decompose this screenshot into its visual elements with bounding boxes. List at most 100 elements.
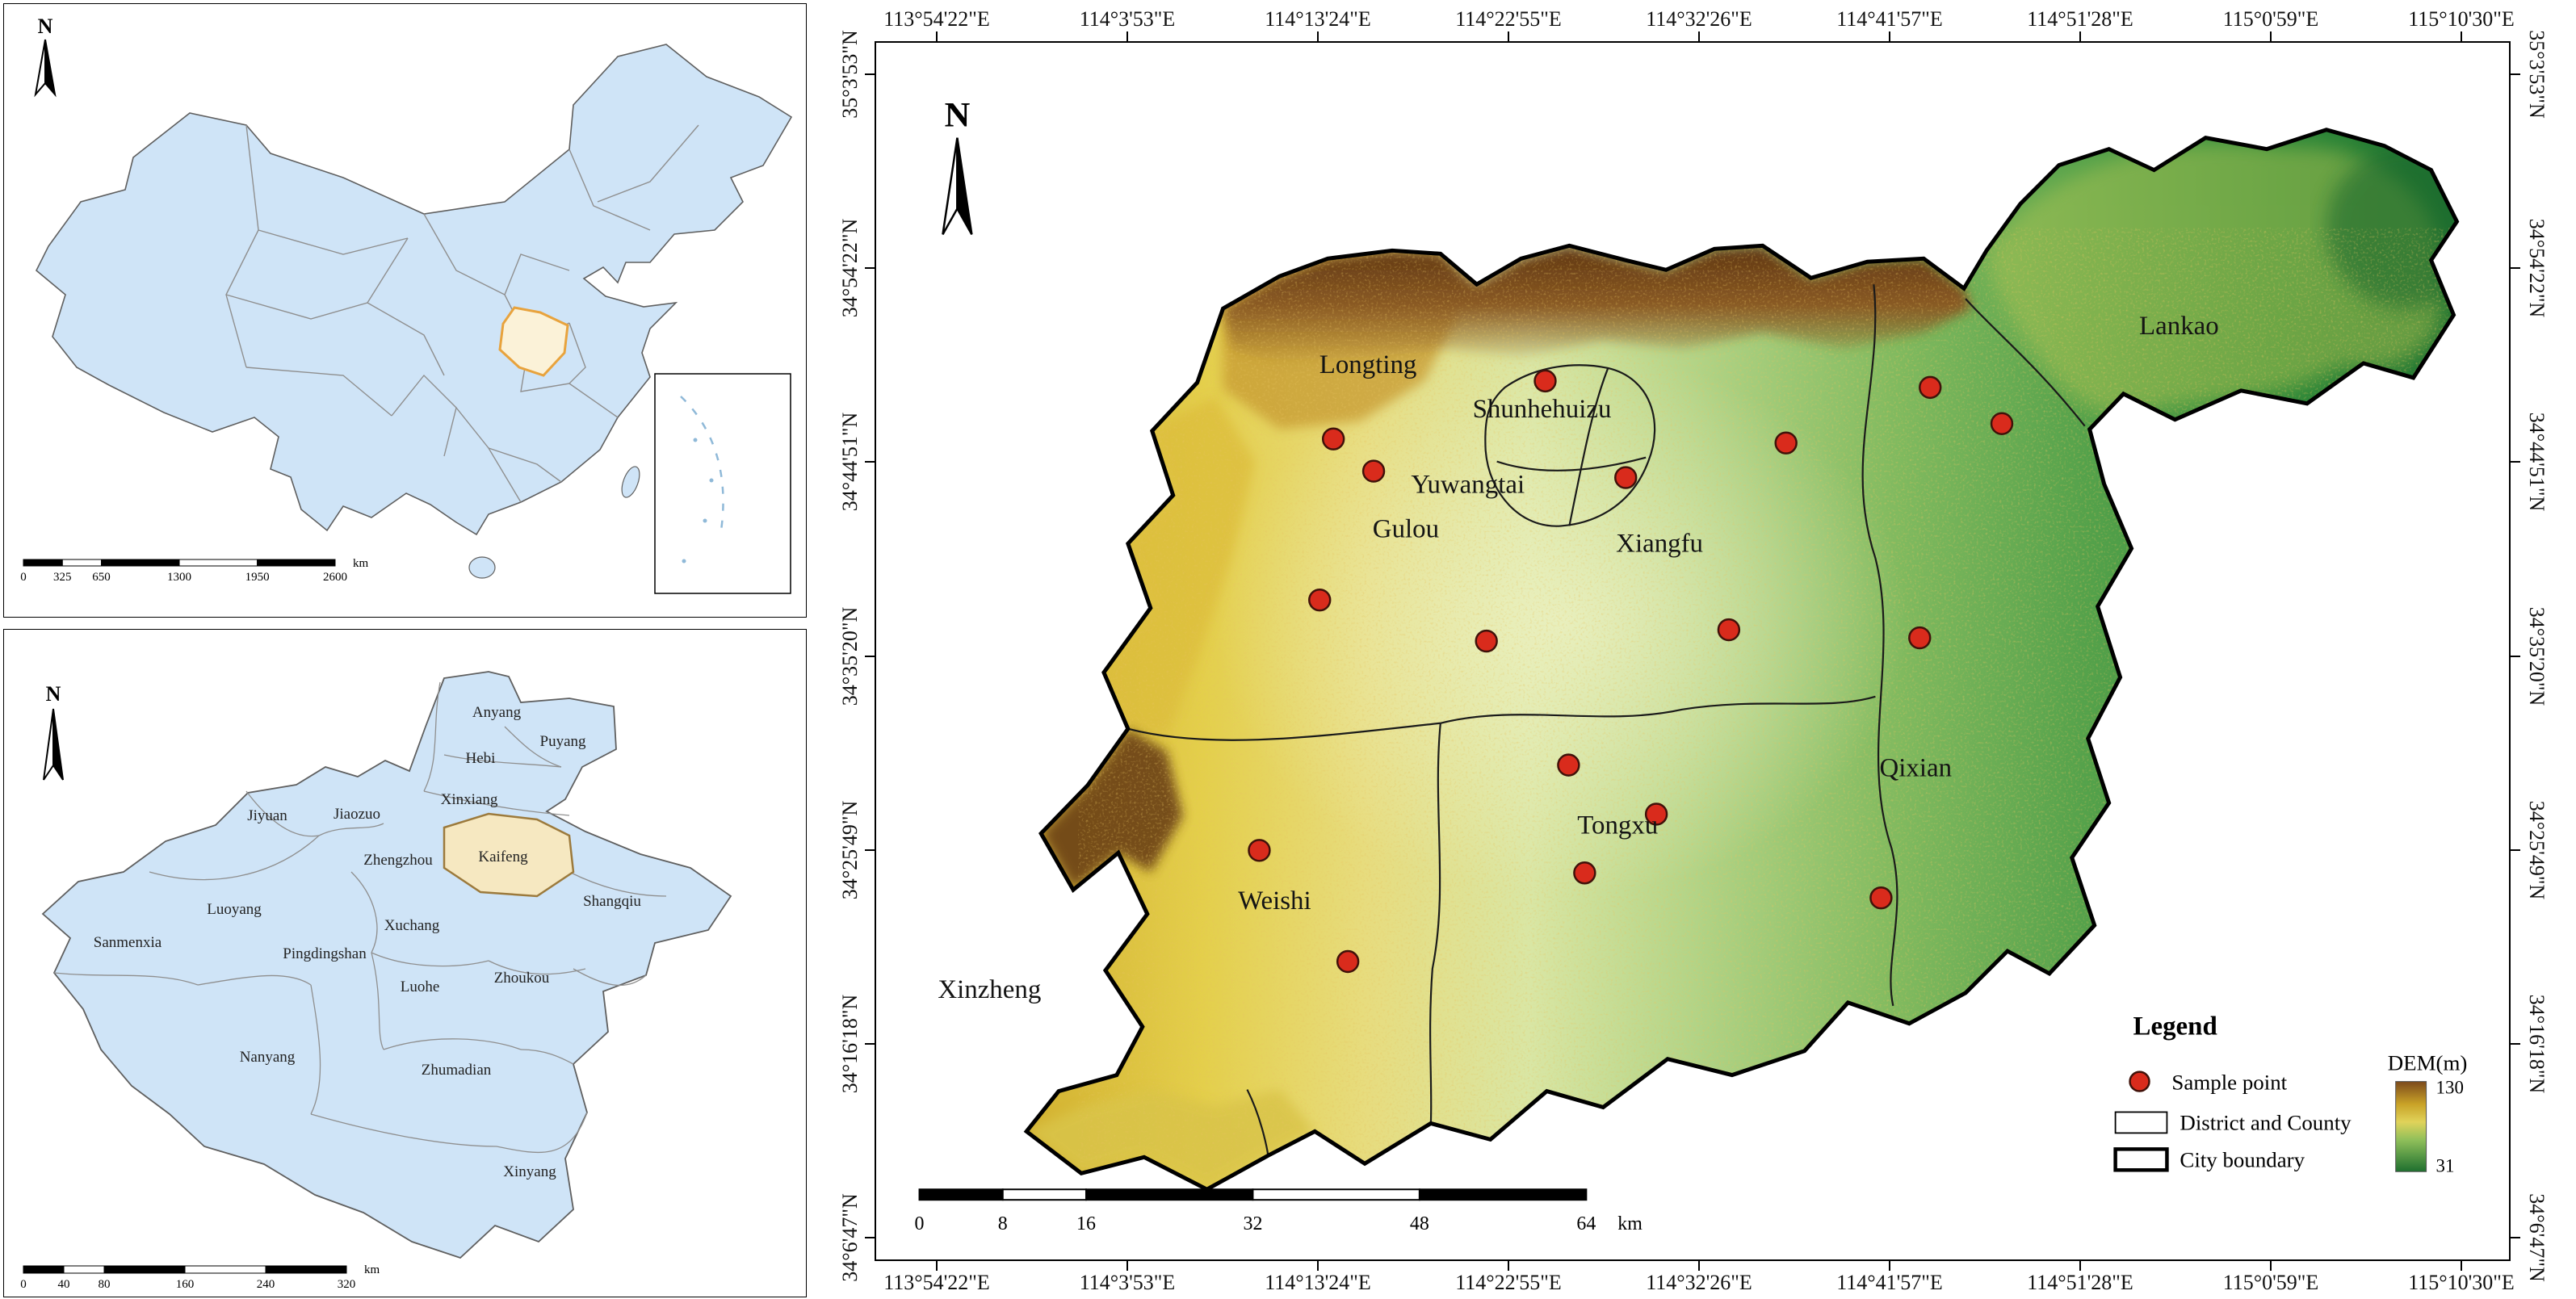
lon-label-top: 114°13'24"E [1265, 7, 1371, 31]
lat-label-right: 34°25'49"N [2525, 800, 2549, 899]
sample-points-layer [1248, 369, 2014, 974]
scalebar-label: 160 [176, 1278, 195, 1291]
main-map-svg: Longting Shunhehuizu Yuwangtai Gulou Xia… [915, 96, 2468, 1234]
scalebar-label: 40 [58, 1278, 70, 1291]
lon-tick-top [2461, 31, 2462, 41]
henan-inset-map: Anyang Puyang Hebi Xinxiang Jiyuan Jiaoz… [3, 629, 807, 1297]
sample-point [1614, 466, 1638, 489]
lon-tick-bottom [1698, 1261, 1700, 1271]
city-label-sanmenxia: Sanmenxia [94, 934, 162, 951]
city-label-nanyang: Nanyang [240, 1049, 296, 1066]
henan-north-label: N [46, 682, 61, 706]
lon-tick-top [1698, 31, 1700, 41]
city-label-luohe: Luohe [401, 978, 440, 995]
lon-label-bottom: 114°32'26"E [1646, 1271, 1752, 1294]
lon-tick-top [936, 31, 938, 41]
scalebar-label: 0 [20, 571, 27, 584]
sample-point [1644, 802, 1668, 826]
lon-tick-top [1508, 31, 1509, 41]
district-boundaries [1127, 284, 2086, 1156]
lon-tick-top [2079, 31, 2081, 41]
henan-inset-svg: Anyang Puyang Hebi Xinxiang Jiyuan Jiaoz… [20, 671, 732, 1291]
city-label-xinyang: Xinyang [503, 1163, 556, 1180]
china-north-arrow: N [34, 15, 57, 98]
lon-label-bottom: 114°41'57"E [1836, 1271, 1943, 1294]
scalebar-unit: km [1617, 1213, 1643, 1234]
lon-tick-top [1317, 31, 1319, 41]
henan-city-labels: Anyang Puyang Hebi Xinxiang Jiyuan Jiaoz… [94, 704, 642, 1180]
lat-label-right: 34°54'22"N [2525, 218, 2549, 318]
lon-tick-top [1126, 31, 1128, 41]
legend-title: Legend [2133, 1012, 2217, 1041]
lon-label-bottom: 115°10'30"E [2408, 1271, 2515, 1294]
lon-tick-bottom [1317, 1261, 1319, 1271]
district-label-weishi: Weishi [1238, 886, 1311, 916]
lat-label-right: 34°16'18"N [2525, 994, 2549, 1094]
henan-scale-bar: 0 40 80 160 240 320 km [20, 1263, 380, 1291]
district-label-lankao: Lankao [2139, 312, 2219, 341]
lon-tick-bottom [1508, 1261, 1509, 1271]
lon-label-top: 115°0'59"E [2222, 7, 2319, 31]
legend-item-district: District and County [2180, 1110, 2352, 1134]
china-map-group [36, 44, 793, 579]
china-province-lines [225, 124, 699, 503]
sample-point [1557, 753, 1580, 777]
lon-tick-bottom [2079, 1261, 2081, 1271]
scalebar-label: 240 [257, 1278, 275, 1291]
china-inset-svg: N 0 325 650 1300 1950 2600 km [20, 15, 793, 594]
scalebar-unit: km [353, 557, 369, 570]
lon-label-bottom: 114°51'28"E [2027, 1271, 2133, 1294]
sample-point [1908, 626, 1932, 650]
sample-point [1248, 839, 1271, 862]
scalebar-label: 2600 [323, 571, 347, 584]
scalebar-label: 0 [915, 1213, 925, 1234]
lon-label-top: 113°54'22"E [883, 7, 990, 31]
henan-north-arrow: N [43, 682, 64, 781]
scalebar-label: 1300 [167, 571, 191, 584]
scalebar-label: 0 [20, 1278, 27, 1291]
lat-label-right: 34°6'47"N [2525, 1193, 2549, 1282]
lon-label-top: 115°10'30"E [2408, 7, 2515, 31]
scalebar-label: 320 [338, 1278, 356, 1291]
scalebar-label: 16 [1076, 1213, 1096, 1234]
lat-label-left: 34°16'18"N [838, 994, 862, 1094]
china-north-label: N [38, 15, 53, 38]
lat-tick-left [865, 461, 875, 463]
sample-point [1308, 588, 1332, 612]
lat-tick-left [865, 1042, 875, 1045]
district-label-xiangfu: Xiangfu [1616, 529, 1703, 558]
lon-label-bottom: 115°0'59"E [2222, 1271, 2319, 1294]
city-label-zhoukou: Zhoukou [494, 970, 550, 987]
scalebar-unit: km [364, 1263, 380, 1276]
city-label-puyang: Puyang [540, 733, 587, 750]
city-label-jiyuan: Jiyuan [247, 807, 287, 824]
main-scale-bar: 0 8 16 32 48 64 km [915, 1188, 1643, 1234]
scalebar-label: 32 [1243, 1213, 1262, 1234]
lat-tick-right [2511, 461, 2520, 463]
lon-tick-top [1889, 31, 1890, 41]
city-label-jiaozuo: Jiaozuo [334, 806, 380, 823]
city-label-luoyang: Luoyang [207, 901, 262, 918]
lon-label-bottom: 114°3'53"E [1079, 1271, 1176, 1294]
main-north-arrow: N [942, 96, 973, 235]
district-label-xinzheng: Xinzheng [938, 975, 1041, 1004]
henan-city-lines [53, 681, 667, 1154]
lon-label-bottom: 114°22'55"E [1455, 1271, 1562, 1294]
city-label-shangqiu: Shangqiu [583, 893, 641, 910]
lat-tick-right [2511, 655, 2520, 657]
city-label-zhengzhou: Zhengzhou [363, 852, 433, 869]
sample-point [1990, 412, 2014, 435]
city-boundary [1023, 128, 2460, 1192]
lat-tick-right [2511, 1042, 2520, 1045]
lon-tick-bottom [2270, 1261, 2272, 1271]
lat-label-right: 34°35'20"N [2525, 606, 2549, 706]
city-label-xuchang: Xuchang [384, 917, 440, 934]
legend-dem-title: DEM(m) [2388, 1051, 2468, 1075]
lon-tick-bottom [1889, 1261, 1890, 1271]
scalebar-label: 1950 [245, 571, 270, 584]
lon-tick-top [2270, 31, 2272, 41]
sample-point [1573, 861, 1596, 885]
district-labels: Longting Shunhehuizu Yuwangtai Gulou Xia… [938, 312, 2218, 1004]
lon-label-top: 114°51'28"E [2027, 7, 2133, 31]
city-label-zhumadian: Zhumadian [422, 1062, 492, 1079]
